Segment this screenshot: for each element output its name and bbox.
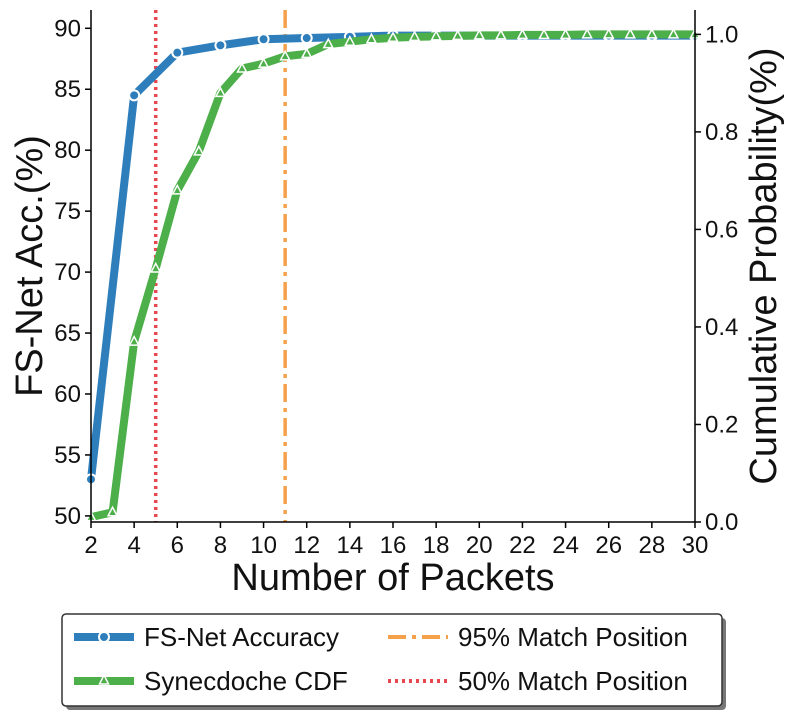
legend-frame: [61, 613, 723, 707]
axes: [90, 10, 696, 523]
x-tick-label: 12: [293, 532, 320, 559]
point-synecdoche-cdf: [667, 27, 680, 39]
legend-swatch-fsnet-marker: [98, 631, 110, 643]
point-synecdoche-cdf: [149, 261, 162, 273]
point-synecdoche-cdf: [516, 28, 529, 40]
y-right-tick-label: 0.8: [705, 119, 738, 146]
point-synecdoche-cdf: [559, 28, 572, 40]
point-synecdoche-cdf: [538, 28, 550, 40]
legend-label-fsnet-accuracy: FS-Net Accuracy: [144, 622, 339, 652]
x-tick-label: 6: [171, 532, 184, 559]
x-tick-label: 26: [595, 532, 622, 559]
point-synecdoche-cdf: [581, 27, 593, 39]
legend-label-95-match: 95% Match Position: [458, 622, 688, 652]
point-synecdoche-cdf: [408, 30, 421, 42]
y-left-tick-label: 60: [54, 381, 81, 408]
vertical-lines: [153, 10, 287, 522]
y-left-tick-label: 65: [54, 320, 81, 347]
x-tick-label: 28: [639, 532, 666, 559]
legend-label-50-match: 50% Match Position: [458, 666, 688, 696]
point-synecdoche-cdf: [193, 144, 205, 156]
tick-labels: 2 4 6 8 10 12 14 16 18 20 22 24 26 28 3050556065707580…: [54, 15, 738, 559]
point-synecdoche-cdf: [430, 29, 442, 41]
legend-entry-50-match: 50% Match Position: [388, 666, 688, 696]
y-right-tick-label: 0.2: [705, 411, 738, 438]
point-synecdoche-cdf: [171, 183, 184, 195]
legend: FS-Net Accuracy 95% Match Position Synec…: [61, 613, 726, 710]
y-axis-left-title: FS-Net Acc.(%): [9, 135, 51, 397]
y-right-tick-label: 0.4: [705, 314, 738, 341]
point-fs-net-accuracy: [171, 46, 184, 59]
x-tick-label: 22: [509, 532, 536, 559]
point-fs-net-accuracy: [257, 33, 270, 46]
y-right-tick-label: 0.0: [705, 509, 738, 536]
x-axis-title: Number of Packets: [231, 557, 554, 599]
x-tick-label: 14: [337, 532, 364, 559]
x-tick-label: 24: [552, 532, 579, 559]
point-synecdoche-cdf: [344, 35, 356, 46]
x-tick-label: 16: [380, 532, 407, 559]
legend-label-synecdoche-cdf: Synecdoche CDF: [144, 666, 348, 696]
y-left-tick-label: 75: [54, 198, 81, 225]
point-synecdoche-cdf: [279, 49, 291, 61]
x-tick-label: 18: [423, 532, 450, 559]
series-synecdoche-cdf: [85, 27, 701, 522]
legend-entry-fsnet-accuracy: FS-Net Accuracy: [74, 622, 339, 652]
y-left-tick-label: 55: [54, 442, 81, 469]
point-synecdoche-cdf: [322, 37, 335, 49]
point-fs-net-accuracy: [128, 89, 141, 102]
x-tick-label: 10: [250, 532, 277, 559]
y-left-tick-label: 90: [54, 15, 81, 42]
y-left-tick-label: 70: [54, 259, 81, 286]
point-synecdoche-cdf: [387, 31, 399, 43]
point-synecdoche-cdf: [257, 57, 270, 68]
y-right-tick-label: 0.6: [705, 216, 738, 243]
series-fs-net-accuracy: [85, 29, 701, 486]
point-synecdoche-cdf: [495, 28, 507, 40]
point-synecdoche-cdf: [451, 29, 464, 41]
x-tick-label: 20: [466, 532, 493, 559]
point-synecdoche-cdf: [214, 86, 227, 98]
x-tick-label: 8: [214, 532, 227, 559]
point-synecdoche-cdf: [106, 505, 119, 517]
point-synecdoche-cdf: [128, 334, 140, 346]
y-left-tick-label: 85: [54, 76, 81, 103]
point-synecdoche-cdf: [236, 61, 248, 73]
point-fs-net-accuracy: [214, 39, 227, 52]
x-tick-label: 4: [127, 532, 140, 559]
legend-entry-95-match: 95% Match Position: [388, 622, 688, 652]
point-synecdoche-cdf: [473, 28, 486, 40]
x-tick-label: 2: [84, 532, 97, 559]
series-line-synecdoche-cdf: [90, 30, 695, 522]
y-right-tick-label: 1.0: [705, 21, 738, 48]
point-fs-net-accuracy: [300, 32, 313, 45]
point-synecdoche-cdf: [624, 27, 637, 39]
y-left-tick-label: 50: [54, 503, 81, 530]
point-synecdoche-cdf: [300, 47, 313, 59]
x-tick-label: 30: [682, 532, 709, 559]
y-left-tick-label: 80: [54, 137, 81, 164]
y-axis-right-title: Cumulative Probability(%): [743, 47, 785, 484]
series-line-fs-net-accuracy: [87, 31, 695, 480]
legend-swatch-synecdoche-marker: [98, 673, 110, 685]
point-synecdoche-cdf: [646, 27, 658, 39]
point-synecdoche-cdf: [602, 27, 615, 39]
legend-entry-synecdoche-cdf: Synecdoche CDF: [74, 666, 348, 696]
series-lines: [85, 27, 701, 522]
point-synecdoche-cdf: [365, 32, 378, 44]
